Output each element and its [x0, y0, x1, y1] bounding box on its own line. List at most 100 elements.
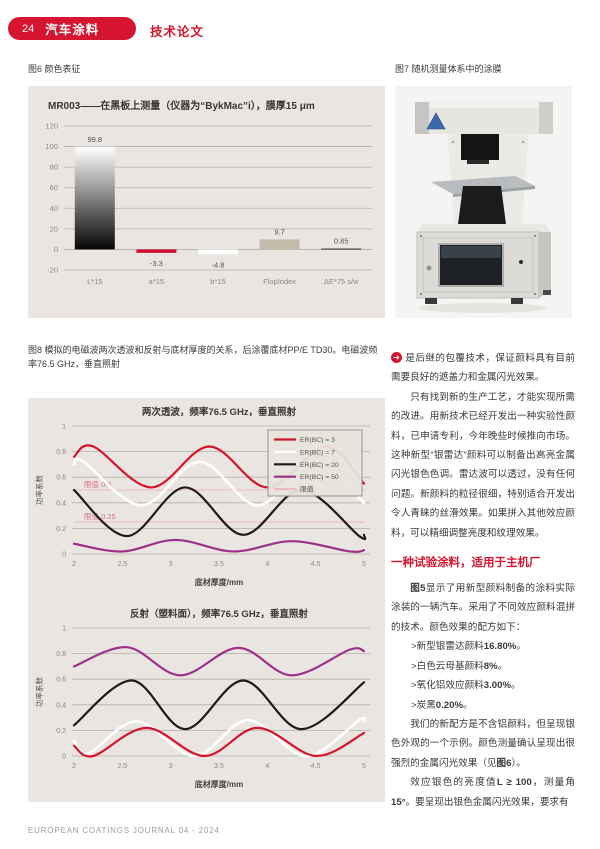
figure6-bar-chart-panel: MR003——在黑板上测量（仪器为“BykMac”i），膜厚15 μm 120 10… — [28, 86, 385, 318]
svg-text:-3.3: -3.3 — [150, 259, 163, 268]
measurement-value: L ≥ 100 — [496, 777, 532, 789]
device-beam-right-cap — [539, 102, 553, 134]
svg-text:2.5: 2.5 — [117, 763, 127, 770]
device-foot — [511, 298, 523, 304]
recipe-suffix: 。 — [463, 699, 473, 711]
paragraph-text: ）。 — [511, 757, 526, 769]
svg-text:60: 60 — [50, 183, 58, 192]
svg-text:1: 1 — [62, 626, 66, 633]
svg-text:FlopIndex: FlopIndex — [263, 277, 296, 286]
measurement-value: 15° — [391, 796, 406, 808]
svg-text:4.5: 4.5 — [311, 561, 321, 568]
paragraph-text: 显示了用新型颜料制备的涂料实际涂装的一辆汽车。采用了不同效应颜料混拼的技术。颜色… — [391, 583, 576, 633]
recipe-name: >炭黑 — [411, 699, 436, 711]
article-type-label: 技术论文 — [150, 25, 205, 39]
svg-text:5: 5 — [362, 763, 366, 770]
device-shadow — [419, 303, 547, 313]
paragraph-text: 我们的新配方是不含铝颜料，但呈现银色外观的一个示例。颜色测量确认呈现出很强烈的金… — [391, 718, 575, 769]
svg-text:5: 5 — [362, 561, 366, 568]
svg-text:0.8: 0.8 — [56, 449, 66, 456]
svg-text:120: 120 — [45, 122, 58, 131]
svg-text:0.2: 0.2 — [56, 728, 66, 735]
svg-text:0.6: 0.6 — [56, 475, 66, 482]
continuation-arrow-icon: ➜ — [391, 352, 402, 363]
figure8-caption: 图8 模拟的电磁波两次透波和反射与底材厚度的关系，后涂覆底材PP/E TD30。… — [28, 345, 378, 369]
device-sample-shelf — [431, 176, 535, 194]
svg-text:ER(BC) = 20: ER(BC) = 20 — [300, 462, 339, 469]
panel-screw — [451, 140, 455, 144]
figure-reference: 图5 — [410, 583, 426, 595]
recipe-value: 0.20% — [435, 699, 463, 711]
measurement-device-illustration — [415, 100, 553, 313]
body-paragraph: 我们的新配方是不含铝颜料，但呈现银色外观的一个示例。颜色测量确认呈现出很强烈的金… — [391, 715, 575, 773]
device-foot — [425, 298, 437, 304]
svg-text:底材厚度/mm: 底材厚度/mm — [194, 577, 243, 587]
recipe-value: 3.00% — [483, 680, 511, 692]
svg-text:1: 1 — [62, 424, 66, 431]
recipe-list: >新型银雷达颜料16.80%。 >白色云母基颜料8%。 >氧化铝效应颜料3.00… — [391, 637, 575, 715]
recipe-item: >白色云母基颜料8%。 — [411, 657, 575, 676]
recipe-value: 8% — [483, 660, 498, 672]
paragraph-text: ，测量角 — [531, 777, 575, 789]
panel-screw — [521, 140, 525, 144]
svg-text:功率系数: 功率系数 — [34, 475, 44, 505]
svg-text:ER(BC) = 3: ER(BC) = 3 — [300, 437, 335, 444]
svg-text:底材厚度/mm: 底材厚度/mm — [194, 779, 243, 789]
svg-text:限值 0.25: 限值 0.25 — [84, 511, 116, 521]
paragraph-text: 效应银色的亮度值 — [410, 777, 497, 789]
svg-text:两次透波，频率76.5 GHz，垂直照射: 两次透波，频率76.5 GHz，垂直照射 — [142, 406, 297, 418]
section-heading: 一种试验涂料，适用于主机厂 — [391, 557, 541, 570]
body-paragraph: ➜ 是后继的包覆技术，保证颜料具有目前需要良好的遮盖力和金属闪光效果。 — [391, 349, 575, 388]
blue-triangle-logo — [426, 112, 446, 130]
body-paragraph: 效应银色的亮度值L ≥ 100，测量角 15°。要呈现出银色金属闪光效果，要求有 — [391, 773, 575, 812]
recipe-item: >新型银雷达颜料16.80%。 — [411, 637, 575, 656]
device-pedestal — [457, 186, 507, 232]
paragraph-text: 是后继的包覆技术，保证颜料具有目前需要良好的遮盖力和金属闪光效果。 — [391, 353, 575, 384]
page-number: 24 — [22, 22, 35, 35]
svg-text:2.5: 2.5 — [117, 561, 127, 568]
base-screw — [419, 234, 423, 238]
figure7-caption: 图7 随机测量体系中的涂膜 — [395, 64, 502, 74]
svg-text:限值: 限值 — [300, 485, 314, 494]
window-reflection — [441, 246, 501, 258]
color-characterization-bar-chart: MR003——在黑板上测量（仪器为“BykMac”i），膜厚15 μm 120 10… — [45, 99, 372, 286]
base-screw — [533, 292, 537, 296]
svg-text:2: 2 — [72, 763, 76, 770]
body-paragraph: 只有找到新的生产工艺，才能实现所需的改进。用新技术已经开发出一种实验性颜料，已申… — [391, 391, 575, 539]
recipe-item: >炭黑0.20%。 — [411, 696, 575, 715]
svg-text:40: 40 — [50, 204, 58, 213]
article-text-column: ➜ 是后继的包覆技术，保证颜料具有目前需要良好的遮盖力和金属闪光效果。 只有找到新… — [391, 349, 575, 812]
recipe-suffix: 。 — [510, 680, 521, 692]
base-knob — [426, 265, 432, 271]
base-screw — [419, 292, 423, 296]
svg-text:a*15: a*15 — [149, 277, 164, 286]
transmission-line-chart: 两次透波，频率76.5 GHz，垂直照射 1 0.8 0.6 0.4 0.2 02 2.5 3 3… — [34, 406, 370, 587]
svg-text:0: 0 — [62, 552, 66, 559]
svg-text:3.5: 3.5 — [214, 763, 224, 770]
base-frame — [422, 237, 534, 293]
figure-reference: 图6 — [496, 757, 512, 769]
svg-text:3: 3 — [169, 561, 173, 568]
base-side-face — [539, 232, 551, 298]
svg-text:100: 100 — [45, 142, 58, 151]
svg-text:ΔE*75 s/w: ΔE*75 s/w — [324, 277, 359, 286]
svg-text:0.2: 0.2 — [56, 526, 66, 533]
body-paragraph: 图5显示了用新型颜料制备的涂料实际涂装的一辆汽车。采用了不同效应颜料混拼的技术。… — [391, 579, 575, 637]
section-title: 汽车涂料 — [45, 23, 100, 37]
recipe-name: >新型银雷达颜料 — [411, 641, 484, 653]
svg-text:-4.8: -4.8 — [212, 260, 225, 269]
recipe-suffix: 。 — [516, 641, 526, 653]
paragraph-text: 。要呈现出银色金属闪光效果，要求有 — [405, 796, 569, 808]
reflection-line-chart: 反射（塑料面），频率76.5 GHz，垂直照射 1 0.8 0.6 0.4 0.2 02 2.… — [34, 608, 370, 789]
device-sensor-head — [461, 134, 499, 160]
svg-text:功率系数: 功率系数 — [34, 677, 44, 707]
device-top-face — [415, 100, 553, 108]
section-badge: 24 汽车涂料 — [8, 17, 136, 40]
svg-text:L*15: L*15 — [87, 277, 102, 286]
svg-text:反射（塑料面），频率76.5 GHz，垂直照射: 反射（塑料面），频率76.5 GHz，垂直照射 — [130, 608, 308, 620]
journal-footer: EUROPEAN COATINGS JOURNAL 04 - 2024 — [28, 826, 220, 835]
svg-text:MR003——在黑板上测量（仪器为“BykMac”i），膜厚: MR003——在黑板上测量（仪器为“BykMac”i），膜厚15 μm — [48, 99, 315, 112]
base-screw — [533, 234, 537, 238]
svg-text:2: 2 — [72, 561, 76, 568]
